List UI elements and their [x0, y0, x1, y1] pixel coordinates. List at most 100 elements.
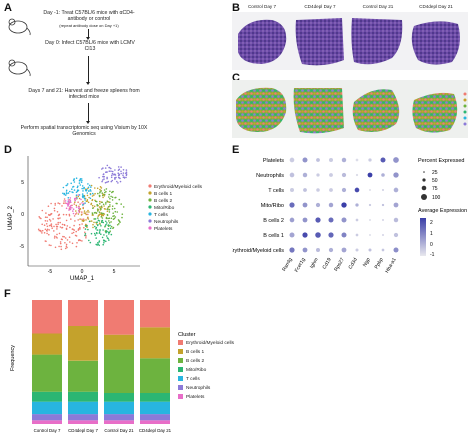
umap-point [81, 193, 84, 195]
dot-plot-point [328, 247, 334, 253]
umap-point [117, 182, 119, 184]
umap-point [62, 202, 65, 204]
umap-point [108, 217, 111, 219]
umap-legend-erythroid: Erythroid/Myeloid cells [154, 184, 203, 190]
dot-plot-point [368, 158, 372, 162]
umap-point [85, 237, 87, 239]
umap-legend-tcells: T cells [154, 212, 168, 218]
dot-plot-point [341, 187, 347, 193]
spatial-cluster-images [232, 80, 468, 138]
umap-point [123, 176, 125, 178]
dot-plot-point [369, 219, 371, 221]
umap-point [45, 240, 47, 243]
dot-plot-point [368, 248, 372, 252]
umap-point [96, 208, 99, 210]
bar-segment [140, 393, 170, 402]
umap-point [64, 242, 66, 244]
umap-point [64, 237, 67, 239]
umap-point [46, 225, 49, 228]
umap-point [102, 203, 105, 206]
umap-point [73, 229, 75, 231]
umap-point [96, 187, 99, 190]
umap-point [45, 223, 48, 225]
umap-point [110, 221, 112, 223]
umap-point [111, 208, 114, 210]
bar-segment [68, 300, 98, 326]
dot-plot-point [381, 173, 385, 177]
umap-point [85, 188, 88, 191]
umap-point [100, 225, 102, 227]
bar-legend-label: B cells 1 [186, 349, 204, 355]
umap-point [88, 211, 90, 213]
bar-segment [32, 414, 62, 421]
umap-point [117, 169, 120, 171]
umap-point [72, 179, 75, 182]
bar-segment [140, 414, 170, 421]
bar-segment [104, 401, 134, 415]
umap-point [109, 204, 111, 206]
umap-point [105, 217, 108, 220]
umap-point [63, 224, 66, 226]
umap-point [44, 216, 47, 218]
umap-point [99, 192, 101, 194]
panel-c-letter: C [232, 72, 240, 84]
dot-plot-point [315, 202, 321, 208]
umap-point [58, 213, 61, 216]
umap-point [93, 194, 95, 196]
umap-point [101, 194, 104, 197]
umap-point [108, 166, 111, 169]
dot-plot-point [393, 187, 399, 193]
umap-point [57, 223, 59, 225]
umap-point [63, 236, 65, 238]
color-legend-tick-1: 1 [430, 231, 433, 237]
dot-plot-point [328, 232, 334, 238]
umap-point [55, 236, 58, 238]
umap-point [113, 174, 115, 176]
bar-legend-label: Platelets [186, 394, 205, 400]
umap-legend-platelets: Platelets [154, 226, 173, 232]
he-cd4-d7 [295, 18, 344, 66]
umap-xtick-0: 0 [81, 269, 84, 275]
umap-point [94, 192, 96, 195]
umap-point [105, 203, 107, 205]
umap-point [91, 212, 94, 214]
umap-point [75, 245, 78, 248]
panel-f-letter: F [4, 288, 11, 300]
umap-point [73, 224, 75, 227]
umap-point [92, 223, 94, 226]
umap-point [90, 220, 93, 222]
umap-point [62, 186, 65, 189]
umap-point [89, 193, 92, 196]
bar-xtick: Control Day 21 [104, 428, 134, 433]
umap-point [56, 211, 59, 213]
bar-xtick: Control Day 7 [34, 428, 61, 433]
umap-point [86, 226, 88, 228]
umap-point [98, 232, 101, 234]
umap-point [84, 234, 86, 237]
bar-legend-swatch [178, 349, 183, 354]
umap-point [65, 207, 68, 210]
umap-point [81, 223, 83, 225]
dot-plot-point [369, 189, 371, 191]
umap-point [60, 248, 63, 251]
umap-point [80, 181, 83, 183]
umap-point [84, 231, 86, 234]
umap-point [84, 199, 86, 201]
umap-point [107, 225, 110, 227]
dot-plot-point [381, 203, 385, 207]
dot-plot-point [393, 217, 399, 223]
umap-point [111, 196, 114, 198]
umap-point [59, 242, 62, 245]
spatial-cd4-d21 [412, 92, 458, 133]
umap-point [102, 196, 104, 199]
umap-plot: UMAP_2 UMAP_1 5 0 -5 -5 0 5 Erythroid/My… [8, 156, 203, 282]
umap-point [87, 216, 89, 219]
umap-point [44, 228, 47, 231]
umap-point [55, 223, 57, 226]
umap-point [38, 229, 41, 232]
dot-plot-point [382, 234, 384, 236]
umap-point [75, 210, 77, 212]
bar-legend-swatch [178, 340, 183, 345]
umap-point [89, 197, 92, 200]
umap-point [46, 232, 48, 235]
